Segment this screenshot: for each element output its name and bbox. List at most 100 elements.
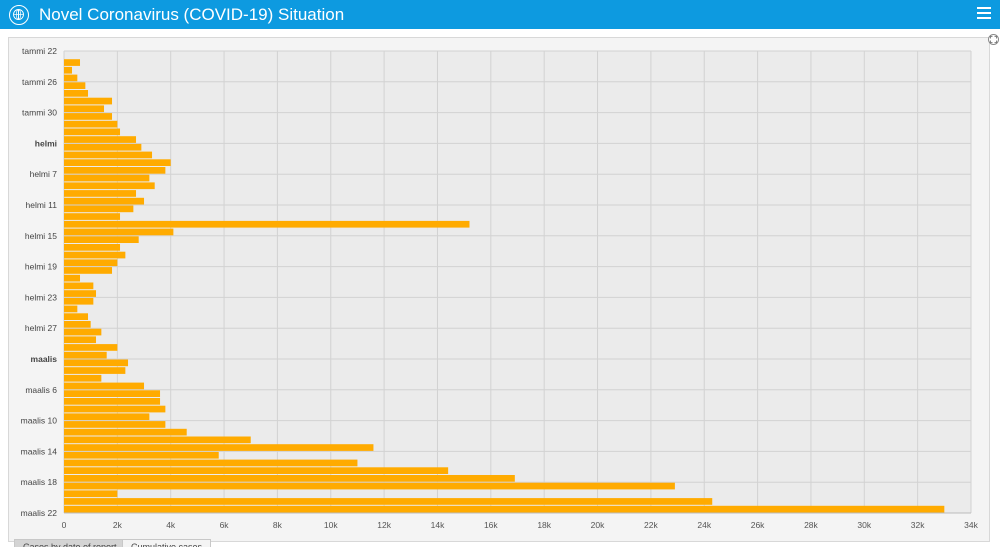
bar: [64, 421, 166, 428]
app-header: Novel Coronavirus (COVID-19) Situation: [0, 0, 1000, 29]
hamburger-menu-icon[interactable]: [977, 6, 991, 22]
x-tick-label: 8k: [273, 520, 283, 530]
tab-cases-by-date[interactable]: Cases by date of report: [14, 539, 126, 547]
bar: [64, 482, 675, 490]
bar: [64, 498, 713, 505]
y-tick-label: helmi 15: [25, 231, 57, 241]
bar: [64, 336, 97, 344]
y-tick-label: tammi 26: [22, 77, 57, 87]
bar: [64, 374, 102, 382]
tab-cumulative-cases[interactable]: Cumulative cases: [122, 539, 212, 547]
y-tick-label: helmi 23: [25, 292, 57, 302]
bar: [64, 236, 139, 243]
bar: [64, 344, 118, 351]
expand-icon[interactable]: [988, 34, 999, 45]
bar: [64, 398, 161, 405]
bar: [64, 436, 251, 444]
bar: [64, 382, 145, 390]
bar: [64, 475, 515, 482]
x-tick-label: 32k: [911, 520, 925, 530]
bar: [64, 359, 129, 367]
x-tick-label: 0: [62, 520, 67, 530]
bar: [64, 267, 113, 274]
y-tick-label: helmi 7: [30, 169, 58, 179]
x-tick-label: 12k: [377, 520, 391, 530]
bar: [64, 405, 166, 413]
bar: [64, 66, 73, 74]
x-tick-label: 6k: [220, 520, 230, 530]
bar: [64, 197, 145, 205]
bar: [64, 113, 113, 120]
y-tick-label: maalis 6: [25, 385, 57, 395]
x-tick-label: 26k: [751, 520, 765, 530]
bar: [64, 182, 155, 190]
bar: [64, 251, 126, 259]
y-tick-label: tammi 30: [22, 108, 57, 118]
bar: [64, 328, 102, 336]
y-tick-label: maalis: [31, 354, 58, 364]
bar: [64, 159, 171, 166]
bar: [64, 297, 94, 305]
x-tick-label: 14k: [431, 520, 445, 530]
bar: [64, 367, 126, 374]
bar: [64, 305, 78, 313]
chart-panel: 0 2k 4k 6k 8k 10k 12k 14k 16k 18k 20k 22k 24k 26k 28k 3…: [8, 37, 990, 542]
bar: [64, 282, 94, 290]
bar: [64, 490, 118, 498]
bar: [64, 167, 166, 174]
bar: [64, 413, 150, 421]
bar: [64, 105, 105, 113]
bar: [64, 459, 358, 467]
bar: [64, 143, 142, 151]
bar: [64, 259, 118, 267]
bar: [64, 244, 121, 251]
x-tick-label: 24k: [697, 520, 711, 530]
x-tick-label: 20k: [591, 520, 605, 530]
view-tabs: Cases by date of report Cumulative cases: [14, 539, 314, 547]
y-tick-label: maalis 22: [21, 508, 58, 518]
x-tick-label: 30k: [857, 520, 871, 530]
x-tick-label: 34k: [964, 520, 978, 530]
x-tick-label: 4k: [166, 520, 176, 530]
bar: [64, 151, 153, 159]
bar: [64, 313, 89, 320]
bar: [64, 505, 945, 513]
bar: [64, 90, 89, 97]
bar: [64, 274, 81, 282]
bar: [64, 128, 121, 136]
bar: [64, 321, 91, 328]
x-tick-label: 18k: [537, 520, 551, 530]
bar: [64, 444, 374, 451]
bar: [64, 97, 113, 105]
daily-cases-chart: 0 2k 4k 6k 8k 10k 12k 14k 16k 18k 20k 22k 24k 26k 28k 3…: [21, 46, 979, 530]
bar: [64, 290, 97, 297]
bar: [64, 205, 134, 213]
bar: [64, 136, 137, 143]
bar: [64, 228, 174, 236]
y-tick-label: helmi 27: [25, 323, 57, 333]
who-emblem-icon: [9, 5, 29, 25]
y-tick-label: maalis 18: [21, 477, 58, 487]
bar: [64, 220, 470, 228]
bar: [64, 467, 449, 474]
x-tick-label: 28k: [804, 520, 818, 530]
plot-area: [64, 51, 971, 513]
y-tick-label: maalis 10: [21, 416, 58, 426]
x-tick-label: 22k: [644, 520, 658, 530]
bar: [64, 59, 81, 66]
y-tick-label: helmi 19: [25, 262, 57, 272]
bar: [64, 174, 150, 182]
y-tick-label: tammi 22: [22, 46, 57, 56]
bar: [64, 351, 107, 359]
y-tick-label: maalis 14: [21, 446, 58, 456]
bar: [64, 82, 86, 89]
y-tick-label: helmi 11: [26, 200, 58, 210]
y-tick-label: helmi: [35, 138, 57, 148]
x-tick-label: 16k: [484, 520, 498, 530]
bar: [64, 190, 137, 197]
bar: [64, 74, 78, 82]
bar: [64, 428, 187, 436]
bar: [64, 213, 121, 220]
page-title: Novel Coronavirus (COVID-19) Situation: [39, 5, 345, 24]
bar: [64, 390, 161, 397]
